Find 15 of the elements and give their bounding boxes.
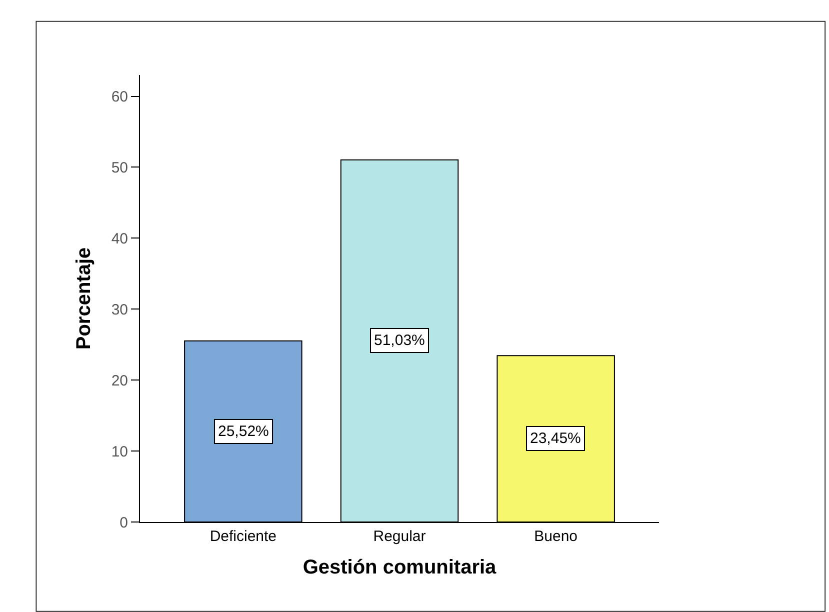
data-label: 25,52% <box>218 423 269 440</box>
data-label: 23,45% <box>530 430 581 447</box>
y-tick-label: 0 <box>120 514 128 532</box>
y-axis-title: Porcentaje <box>72 247 95 350</box>
x-tick-label: Regular <box>373 528 426 545</box>
y-tick-label: 60 <box>111 88 128 106</box>
y-tick-label: 20 <box>111 372 128 390</box>
x-tick-label: Bueno <box>534 528 578 545</box>
y-tick-label: 10 <box>111 443 128 460</box>
y-tick-label: 50 <box>111 159 128 176</box>
x-tick-label: Deficiente <box>210 528 277 545</box>
x-axis-title: Gestión comunitaria <box>302 556 498 578</box>
y-tick-label: 30 <box>111 301 128 318</box>
data-label: 51,03% <box>374 332 425 349</box>
y-tick-label: 40 <box>111 230 128 248</box>
